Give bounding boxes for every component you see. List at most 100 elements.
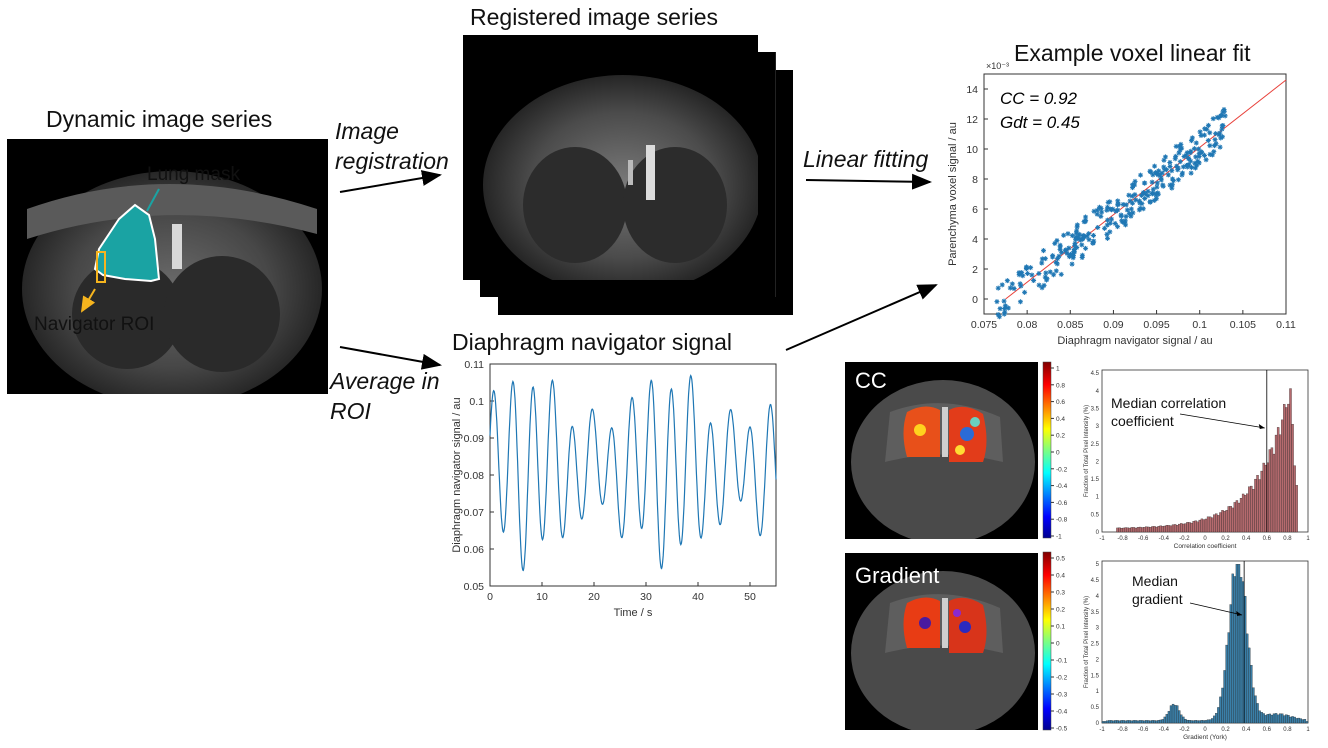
hist-bar [1281, 713, 1284, 724]
scatter-point [1061, 232, 1067, 238]
colorbar-tick: -0.6 [1056, 500, 1068, 507]
hist-bar [1196, 720, 1199, 724]
colorbar-tick: 0.1 [1056, 624, 1065, 631]
scatter-point [1207, 151, 1213, 157]
hist-bar [1213, 514, 1216, 533]
scatter-point [1011, 286, 1017, 292]
hist-bar [1184, 523, 1187, 533]
hist-xtick: -0.6 [1138, 727, 1149, 733]
scatter-point [1175, 177, 1181, 183]
hist-bar [1147, 720, 1150, 724]
scatter-point [1162, 154, 1168, 160]
scatter-fit-line [1005, 79, 1287, 300]
scatter-point [1107, 220, 1113, 226]
scatter-point [1091, 208, 1097, 214]
scatter-point [1183, 152, 1189, 158]
scatter-point [1055, 256, 1061, 262]
hist-bar [1128, 527, 1131, 533]
hist-xlabel: Gradient (York) [1183, 734, 1227, 741]
scatter-point [1158, 175, 1164, 181]
hist-bar [1279, 434, 1282, 533]
hist-bar [1219, 512, 1222, 533]
scatter-point [1115, 207, 1121, 213]
colorbar-tick: 0 [1056, 641, 1060, 648]
scatter-point [1217, 130, 1223, 136]
colorbar-tick: 0.8 [1056, 382, 1065, 389]
hist-bar [1147, 526, 1150, 533]
scatter-point [1104, 207, 1110, 213]
scatter-point [1142, 180, 1148, 186]
hist-bar [1173, 705, 1177, 724]
hist-bar [1256, 703, 1259, 724]
scatter-point [1139, 201, 1145, 207]
scatter-point [1165, 172, 1171, 178]
scatter-point [1065, 231, 1071, 237]
hist-bar [1132, 527, 1136, 533]
scatter-point [1184, 150, 1190, 156]
registration-label-line2: registration [335, 148, 449, 174]
hist-bar [1186, 719, 1189, 724]
scatter-point [1220, 109, 1226, 115]
scatter-point [995, 311, 1001, 317]
hist-bar [1223, 670, 1226, 724]
hist-bar [1155, 526, 1158, 533]
hist-bar [1120, 720, 1123, 724]
hist-bar [1239, 498, 1243, 533]
hist-bar [1252, 687, 1255, 724]
scatter-point [1173, 143, 1179, 149]
scatter-xtick: 0.09 [1103, 319, 1124, 331]
scatter-point [1001, 311, 1007, 317]
hist-bar [1194, 720, 1197, 724]
hist-bar [1272, 453, 1276, 533]
scatter-point [1142, 195, 1148, 201]
scatter-point [1020, 273, 1026, 279]
signal-ytick: 0.09 [464, 433, 485, 445]
hist-bar [1281, 419, 1284, 533]
registered-series-title: Registered image series [470, 4, 719, 30]
scatter-point [1196, 160, 1202, 166]
scatter-point [1140, 206, 1146, 212]
hist-bar [1143, 720, 1146, 724]
hist-bar [1112, 720, 1115, 724]
signal-xtick: 30 [640, 591, 652, 603]
scatter-point [1210, 116, 1216, 122]
scatter-xtick: 0.085 [1057, 319, 1083, 331]
signal-ytick: 0.1 [469, 396, 484, 408]
scatter-point [1070, 253, 1076, 259]
scatter-point [1132, 178, 1138, 184]
cc-median-arrow [1179, 413, 1265, 429]
hist-bar [1289, 716, 1292, 724]
hist-bar [1171, 703, 1175, 724]
scatter-point [1078, 237, 1084, 243]
scatter-point [1099, 209, 1105, 215]
scatter-point [1083, 214, 1089, 220]
scatter-annotation-cc: CC = 0.92 [1000, 89, 1078, 108]
hist-xlabel: Correlation coefficient [1174, 543, 1237, 550]
hist-bar [1231, 507, 1234, 533]
dynamic-image [7, 139, 328, 394]
scatter-point [1196, 151, 1202, 157]
hist-bar [1283, 404, 1286, 533]
scatter-point [1124, 207, 1130, 213]
scatter-point [1132, 182, 1138, 188]
signal-xtick: 20 [588, 591, 600, 603]
scatter-point [1133, 197, 1139, 203]
hist-ylabel: Fraction of Total Pixel Intensity (%) [1084, 405, 1090, 497]
scatter-point [1139, 192, 1145, 198]
hist-bar [1256, 475, 1259, 533]
hist-ytick: 2 [1096, 459, 1100, 465]
scatter-point [1155, 190, 1161, 196]
hist-bar [1140, 720, 1144, 724]
hist-bar [1134, 527, 1138, 533]
hist-bar [1161, 719, 1164, 724]
hist-bar [1270, 714, 1274, 724]
hist-bar [1248, 647, 1251, 724]
arrow-to-scatter [785, 284, 938, 351]
hist-bar [1176, 525, 1179, 533]
hist-bar [1250, 485, 1253, 533]
scatter-point [1051, 272, 1057, 278]
scatter-point [1023, 264, 1029, 270]
hist-xtick: 0.4 [1242, 536, 1251, 542]
arrow-to-registration [339, 170, 442, 193]
scatter-xtick: 0.1 [1192, 319, 1207, 331]
